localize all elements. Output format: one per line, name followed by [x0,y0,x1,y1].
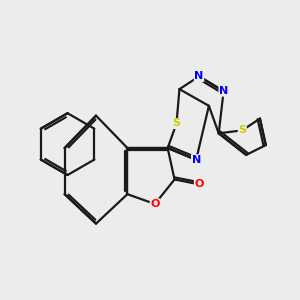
Text: S: S [172,118,181,128]
Text: O: O [150,199,160,209]
Text: O: O [194,179,204,189]
Text: S: S [238,125,246,135]
Text: N: N [191,155,201,165]
Text: N: N [219,86,228,96]
Text: N: N [194,71,204,81]
